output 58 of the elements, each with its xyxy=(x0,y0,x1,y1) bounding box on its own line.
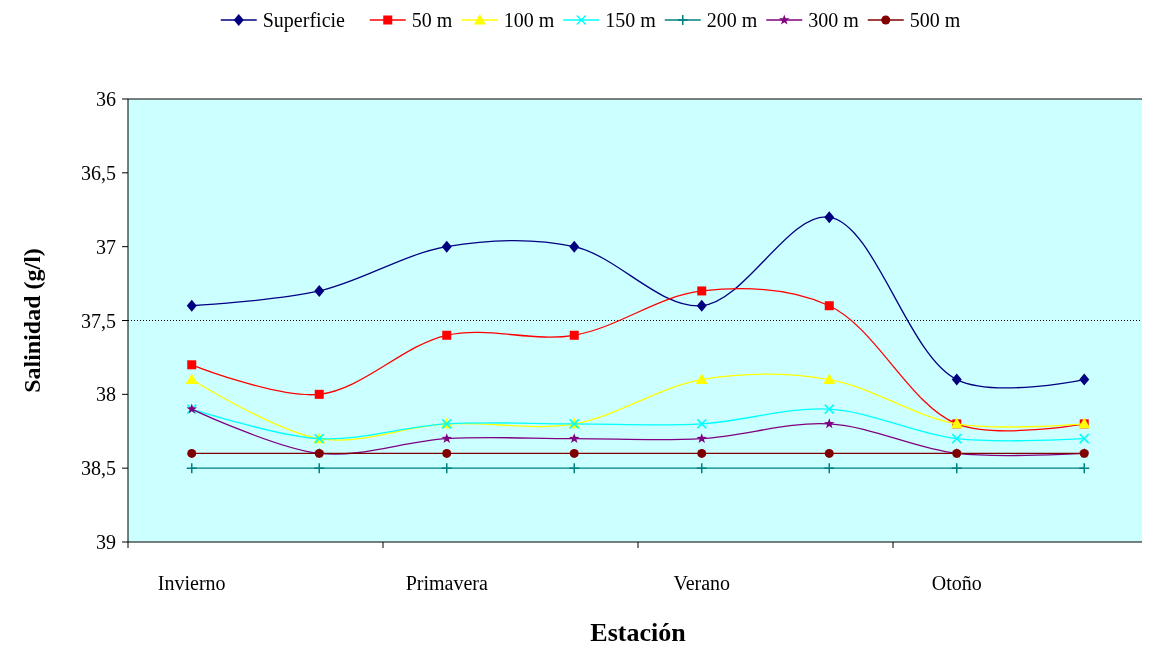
point xyxy=(824,403,835,415)
point xyxy=(696,418,707,430)
point xyxy=(697,448,707,458)
point xyxy=(569,240,580,253)
point xyxy=(951,373,962,386)
point xyxy=(187,360,197,370)
point xyxy=(568,462,580,474)
point xyxy=(441,462,453,474)
point xyxy=(314,284,325,297)
legend-label: 500 m xyxy=(909,9,961,31)
legend-label: 150 m xyxy=(605,9,657,31)
y-tick-label: 36,5 xyxy=(81,161,116,184)
point xyxy=(823,373,836,385)
x-tick-label: Otoño xyxy=(931,572,982,594)
point xyxy=(696,462,708,474)
x-axis-title: Estación xyxy=(590,618,687,647)
point xyxy=(442,448,452,458)
y-tick-label: 38,5 xyxy=(81,457,116,480)
point xyxy=(186,462,198,474)
legend-label: 300 m xyxy=(808,9,860,31)
point xyxy=(187,448,197,458)
point xyxy=(951,462,963,474)
point xyxy=(696,299,707,312)
point xyxy=(186,299,197,312)
x-tick-label: Verano xyxy=(673,572,731,594)
point xyxy=(824,211,835,224)
point xyxy=(824,301,834,311)
point xyxy=(697,286,707,296)
point xyxy=(313,462,325,474)
point xyxy=(185,373,198,385)
point xyxy=(695,373,708,385)
point xyxy=(441,240,452,253)
point xyxy=(569,330,579,340)
y-tick-label: 38 xyxy=(96,383,116,406)
point xyxy=(1079,373,1090,386)
point xyxy=(824,448,834,458)
point xyxy=(314,389,324,399)
point xyxy=(1079,433,1090,444)
legend-label: 100 m xyxy=(503,9,555,31)
point xyxy=(696,433,707,444)
y-tick-label: 37,5 xyxy=(81,309,116,332)
y-tick-label: 37 xyxy=(96,235,116,258)
y-tick-label: 36 xyxy=(96,88,116,110)
point xyxy=(1078,462,1090,474)
point xyxy=(441,433,452,444)
point xyxy=(442,330,452,340)
point xyxy=(569,448,579,458)
y-axis-title: Salinidad (g/l) xyxy=(19,248,45,393)
point xyxy=(824,418,835,429)
point xyxy=(823,462,835,474)
x-tick-label: Primavera xyxy=(405,572,488,594)
legend-label: 200 m xyxy=(706,9,758,31)
point xyxy=(951,433,962,444)
legend-label: Superficie xyxy=(262,9,346,32)
point xyxy=(569,433,580,444)
legend-label: 50 m xyxy=(411,9,453,31)
y-tick-label: 39 xyxy=(96,531,116,553)
x-tick-label: Invierno xyxy=(157,572,226,594)
